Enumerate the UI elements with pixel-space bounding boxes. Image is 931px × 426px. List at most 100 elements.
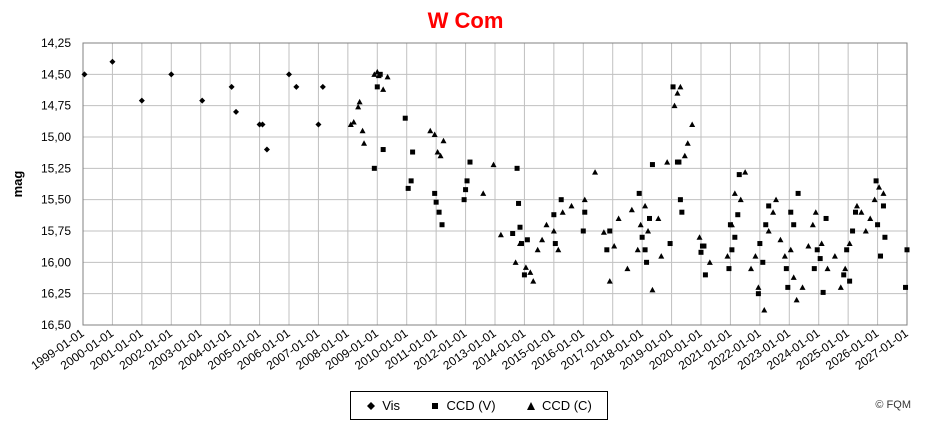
legend-label: Vis — [382, 398, 401, 413]
ccd-v-point — [607, 228, 613, 234]
ccd-c-point — [799, 284, 806, 290]
ccd-c-point — [384, 73, 391, 80]
ccd-v-point — [878, 253, 884, 259]
ccd-c-point — [674, 90, 681, 96]
y-tick-label: 15,50 — [41, 193, 71, 207]
ccd-v-point — [517, 224, 523, 230]
ccd-c-point — [793, 296, 800, 303]
ccd-c-point — [871, 196, 878, 203]
ccd-v-point — [374, 84, 380, 90]
ccd-v-point — [432, 190, 438, 196]
y-tick-label: 16,50 — [41, 318, 71, 332]
ccd-c-point — [752, 253, 759, 259]
ccd-v-point — [670, 84, 676, 90]
vis-point — [293, 83, 300, 90]
ccd-v-point — [636, 190, 642, 196]
y-tick-label: 16,25 — [41, 287, 71, 301]
ccd-v-point — [677, 197, 683, 203]
ccd-c-point — [724, 253, 731, 259]
ccd-v-point — [732, 234, 738, 240]
vis-point — [109, 58, 116, 65]
ccd-c-point — [431, 131, 438, 137]
ccd-c-point — [755, 284, 762, 290]
ccd-c-point — [347, 121, 354, 127]
ccd-c-point — [846, 240, 853, 247]
ccd-c-point — [355, 103, 362, 110]
ccd-c-point — [517, 240, 524, 247]
vis-point — [259, 121, 266, 128]
y-tick-label: 14,50 — [41, 67, 71, 81]
legend-label: CCD (V) — [446, 398, 496, 413]
vis-point — [199, 97, 206, 104]
ccd-c-point — [490, 161, 497, 168]
ccd-c-point — [681, 152, 688, 159]
y-tick-label: 15,25 — [41, 161, 71, 175]
ccd-v-point — [524, 237, 530, 243]
ccd-v-point — [795, 190, 801, 196]
ccd-v-point — [639, 234, 645, 240]
y-tick-label: 14,75 — [41, 99, 71, 113]
ccd-v-point — [847, 278, 853, 284]
ccd-c-point — [805, 243, 812, 249]
ccd-v-point — [873, 178, 879, 184]
ccd-c-point — [512, 259, 519, 265]
ccd-c-point — [867, 215, 874, 221]
ccd-v-point — [558, 197, 564, 203]
ccd-c-point — [842, 265, 849, 272]
ccd-c-point — [742, 169, 749, 175]
ccd-c-point — [765, 228, 772, 234]
ccd-c-point — [356, 98, 363, 105]
ccd-c-point — [600, 229, 607, 235]
ccd-c-point — [480, 190, 487, 196]
ccd-c-point — [440, 137, 447, 144]
ccd-c-point — [555, 246, 562, 253]
ccd-v-point — [698, 249, 704, 255]
ccd-v-point — [853, 209, 858, 215]
ccd-v-point — [875, 222, 881, 228]
legend-item-ccd-v: CCD (V) — [430, 398, 496, 413]
ccd-v-point — [649, 162, 655, 168]
legend-item-ccd-c: CCD (C) — [526, 398, 592, 413]
ccd-c-point — [637, 221, 644, 228]
ccd-v-point — [667, 241, 673, 247]
ccd-v-point — [757, 241, 763, 247]
ccd-v-point — [676, 159, 682, 165]
ccd-v-point — [410, 149, 416, 155]
vis-point — [168, 71, 175, 78]
y-tick-label: 15,75 — [41, 224, 71, 238]
ccd-c-point — [437, 152, 444, 159]
ccd-c-point — [568, 202, 575, 209]
y-tick-label: 14,25 — [41, 36, 71, 50]
ccd-v-point — [882, 234, 888, 240]
vis-point — [286, 71, 292, 78]
ccd-c-point — [434, 149, 441, 155]
ccd-v-point — [788, 209, 794, 215]
ccd-v-point — [679, 209, 685, 215]
ccd-c-point — [527, 269, 534, 275]
ccd-v-point — [791, 222, 797, 228]
ccd-c-point — [581, 196, 588, 203]
ccd-v-point — [736, 172, 742, 178]
ccd-c-point — [689, 121, 696, 127]
triangle-marker-icon — [526, 401, 535, 410]
ccd-v-point — [516, 200, 522, 206]
ccd-c-point — [628, 206, 635, 213]
ccd-v-point — [880, 203, 886, 209]
legend-item-vis: Vis — [366, 398, 400, 413]
ccd-c-point — [837, 284, 844, 290]
ccd-c-point — [858, 209, 865, 215]
ccd-c-point — [539, 236, 546, 243]
ccd-v-point — [817, 256, 823, 262]
vis-point — [315, 121, 322, 128]
vis-point — [233, 108, 240, 115]
ccd-c-point — [374, 68, 381, 75]
ccd-c-point — [671, 102, 678, 109]
ccd-c-point — [831, 253, 838, 259]
ccd-v-point — [903, 284, 909, 290]
ccd-c-point — [818, 240, 825, 247]
ccd-c-point — [645, 228, 652, 234]
x-tick-labels: 1999-01-012000-01-012001-01-012002-01-01… — [28, 326, 911, 373]
data-points — [81, 58, 910, 313]
ccd-c-point — [706, 259, 713, 265]
ccd-v-point — [811, 266, 817, 272]
